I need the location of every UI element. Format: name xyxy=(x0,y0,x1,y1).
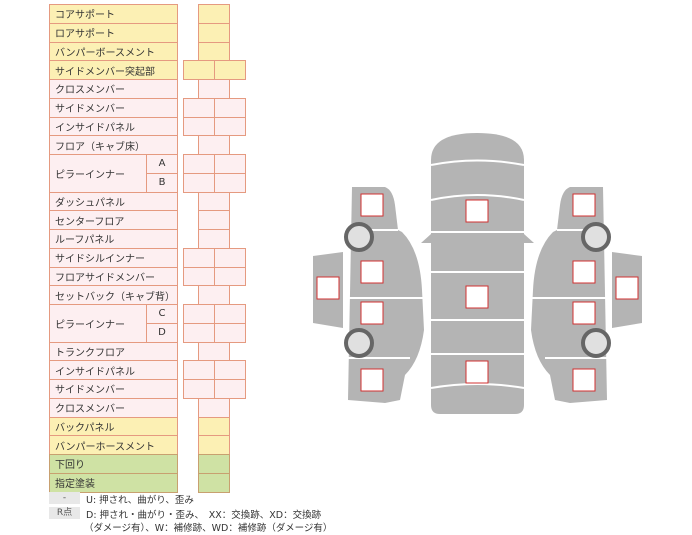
damage-marker-box[interactable] xyxy=(465,360,489,384)
legend-r-box: R点 xyxy=(49,507,80,519)
damage-marker-box[interactable] xyxy=(572,260,596,284)
legend-dash-box: - xyxy=(49,492,80,504)
car-top-view xyxy=(431,133,524,414)
damage-marker-box[interactable] xyxy=(360,193,384,217)
damage-marker-box[interactable] xyxy=(360,260,384,284)
row-label: ピラーインナー xyxy=(49,304,147,343)
wheel-icon xyxy=(581,222,611,252)
wheel-icon xyxy=(581,328,611,358)
car-right-side-view xyxy=(531,187,607,403)
rating-cell[interactable] xyxy=(214,379,246,399)
car-left-side-view xyxy=(348,187,424,403)
damage-marker-box[interactable] xyxy=(360,368,384,392)
rating-cell[interactable] xyxy=(214,60,246,80)
rating-cell[interactable] xyxy=(214,172,246,193)
damage-marker-box[interactable] xyxy=(465,199,489,223)
damage-marker-box[interactable] xyxy=(572,368,596,392)
damage-marker-box[interactable] xyxy=(572,193,596,217)
damage-marker-box[interactable] xyxy=(572,301,596,325)
rating-cell[interactable] xyxy=(214,116,246,137)
wheel-icon xyxy=(344,222,374,252)
rating-cell[interactable] xyxy=(214,266,246,287)
legend-r-text-1: D: 押され・曲がり・歪み、 XX：交換跡、XD：交換跡 xyxy=(86,510,322,521)
damage-marker-box[interactable] xyxy=(316,276,340,300)
rating-cell[interactable] xyxy=(198,472,230,493)
row-label: ピラーインナー xyxy=(49,154,147,193)
damage-marker-box[interactable] xyxy=(465,285,489,309)
row-label: 指定塗装 xyxy=(49,472,178,493)
damage-marker-box[interactable] xyxy=(615,276,639,300)
wheel-icon xyxy=(344,328,374,358)
legend-r-text-2: （ダメージ有）、W：補修跡、WD：補修跡（ダメージ有） xyxy=(84,523,333,534)
legend-dash-text: U: 押され、曲がり、歪み xyxy=(86,495,194,506)
rating-cell[interactable] xyxy=(214,322,246,343)
damage-marker-box[interactable] xyxy=(360,301,384,325)
